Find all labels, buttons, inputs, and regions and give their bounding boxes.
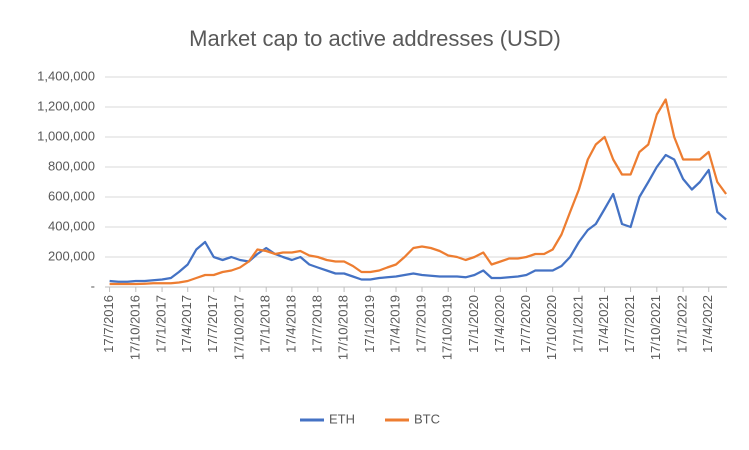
- y-tick-label: 600,000: [48, 188, 95, 203]
- legend-label: ETH: [329, 411, 355, 426]
- chart-title: Market cap to active addresses (USD): [189, 26, 561, 51]
- y-tick-label: 1,400,000: [37, 68, 95, 83]
- x-tick-label: 17/7/2021: [622, 295, 637, 353]
- x-tick-label: 17/1/2018: [258, 295, 273, 353]
- x-tick-label: 17/1/2020: [466, 295, 481, 353]
- y-tick-label: 400,000: [48, 218, 95, 233]
- x-tick-label: 17/4/2022: [700, 295, 715, 353]
- x-tick-label: 17/10/2020: [544, 295, 559, 360]
- x-tick-label: 17/4/2020: [492, 295, 507, 353]
- y-tick-label: 800,000: [48, 158, 95, 173]
- x-tick-label: 17/4/2017: [179, 295, 194, 353]
- x-tick-label: 17/7/2020: [518, 295, 533, 353]
- x-tick-label: 17/7/2017: [205, 295, 220, 353]
- x-tick-label: 17/7/2018: [309, 295, 324, 353]
- line-series: [109, 98, 728, 286]
- line-series: [109, 153, 727, 283]
- legend-label: BTC: [414, 411, 440, 426]
- y-tick-label: -: [91, 278, 95, 293]
- x-tick-label: 17/4/2018: [283, 295, 298, 353]
- y-tick-label: 1,000,000: [37, 128, 95, 143]
- x-tick-label: 17/10/2019: [440, 295, 455, 360]
- x-tick-label: 17/1/2021: [570, 295, 585, 353]
- x-tick-label: 17/1/2022: [674, 295, 689, 353]
- x-tick-label: 17/1/2019: [362, 295, 377, 353]
- x-tick-label: 17/7/2016: [101, 295, 116, 353]
- x-tick-label: 17/7/2019: [413, 295, 428, 353]
- y-tick-label: 200,000: [48, 248, 95, 263]
- x-tick-label: 17/10/2016: [127, 295, 142, 360]
- x-tick-label: 17/4/2021: [596, 295, 611, 353]
- x-tick-label: 17/1/2017: [154, 295, 169, 353]
- x-tick-label: 17/4/2019: [387, 295, 402, 353]
- y-tick-label: 1,200,000: [37, 98, 95, 113]
- x-tick-label: 17/10/2018: [336, 295, 351, 360]
- x-tick-label: 17/10/2021: [648, 295, 663, 360]
- x-tick-label: 17/10/2017: [231, 295, 246, 360]
